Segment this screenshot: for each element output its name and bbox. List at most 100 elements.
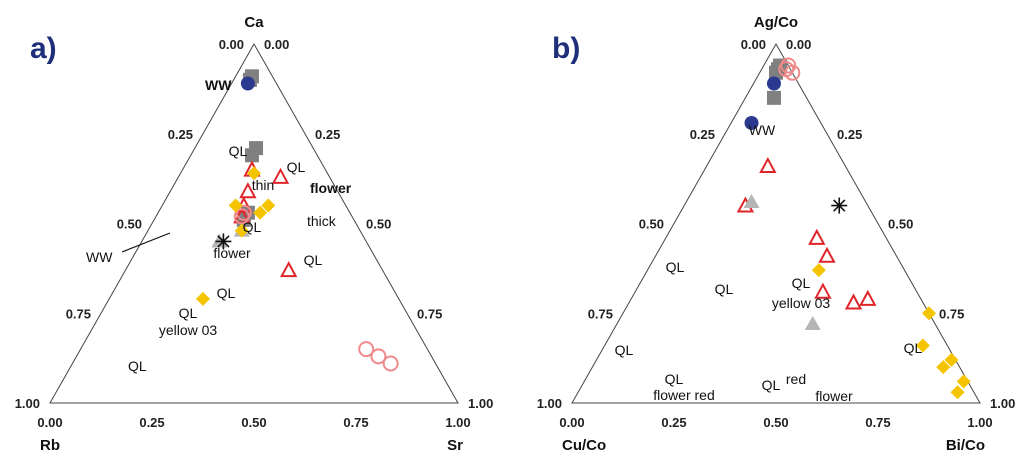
square-marker (244, 148, 259, 163)
tick-label-right: 1.00 (468, 396, 493, 411)
ww-leader-line (121, 232, 171, 253)
annotation-label: red (786, 371, 806, 387)
tick-label-right: 0.75 (417, 306, 442, 321)
tick-label-right: 0.25 (315, 127, 340, 142)
diamond-marker (247, 166, 261, 181)
tick-label-right: 0.50 (366, 217, 391, 232)
open-circle-marker (370, 348, 387, 365)
tick-label-left: 1.00 (15, 396, 40, 411)
diamond-marker (253, 205, 268, 220)
tick-label-bottom: 0.25 (661, 415, 686, 430)
vertex-label-top: Ca (244, 14, 264, 31)
tick-label-left: 0.25 (168, 127, 193, 142)
annotation-label: flower red (653, 387, 714, 403)
tick-label-left: 0.50 (639, 217, 664, 232)
vertex-label-top: Ag/Co (754, 14, 798, 31)
ternary-triangle-frame (571, 42, 981, 404)
tick-label-bottom: 0.00 (37, 415, 62, 430)
open-triangle-marker (280, 261, 298, 278)
diamond-marker (950, 385, 965, 400)
ternary-triangle-frame (49, 42, 459, 404)
annotation-label: QL (715, 281, 734, 297)
diamond-marker (956, 374, 971, 389)
tick-label-right: 0.00 (786, 37, 811, 52)
diamond-marker (811, 263, 826, 278)
tick-label-right: 0.50 (888, 217, 913, 232)
open-triangle-marker (808, 228, 826, 245)
asterisk-marker-stroke (217, 235, 230, 248)
circle-marker (240, 76, 255, 91)
vertex-label-left: Rb (40, 437, 60, 454)
annotation-label: QL (666, 259, 685, 275)
annotation-label: flower (213, 245, 251, 261)
tick-label-bottom: 1.00 (967, 415, 992, 430)
tick-label-bottom: 0.50 (763, 415, 788, 430)
tick-label-right: 0.25 (837, 127, 862, 142)
series-open-circle (233, 204, 399, 372)
panel-label: b) (552, 32, 580, 65)
diamond-marker (228, 198, 243, 213)
open-triangle-marker (859, 289, 877, 306)
asterisk-marker-stroke (833, 199, 846, 212)
series-filled-triangle (743, 193, 821, 331)
annotation-label: QL (615, 342, 634, 358)
annotation-label: QL (304, 252, 323, 268)
panel-label: a) (30, 32, 57, 65)
tick-label-bottom: 0.00 (559, 415, 584, 430)
series-asterisk (215, 233, 232, 250)
tick-label-right: 0.00 (264, 37, 289, 52)
series-open-circle (778, 57, 801, 81)
gray-triangle-marker (804, 316, 821, 331)
tick-label-right: 0.75 (939, 306, 964, 321)
annotation-label: thin (252, 177, 275, 193)
diamond-marker (922, 306, 936, 321)
annotation-label: QL (762, 377, 781, 393)
series-filled-circle (240, 76, 255, 91)
annotation-label: QL (792, 275, 811, 291)
gray-triangle-marker (743, 193, 760, 208)
square-marker (766, 90, 781, 105)
annotation-label: QL (665, 371, 684, 387)
tick-label-left: 0.50 (117, 217, 142, 232)
open-circle-marker (358, 341, 375, 358)
diamond-marker (234, 223, 249, 238)
tick-label-bottom: 0.75 (865, 415, 890, 430)
diamond-marker (944, 352, 959, 367)
tick-label-left: 1.00 (537, 396, 562, 411)
tick-label-bottom: 1.00 (445, 415, 470, 430)
diamond-marker (915, 338, 930, 353)
series-filled-diamond (811, 263, 971, 400)
series-asterisk (831, 197, 848, 214)
annotation-label: thick (307, 213, 337, 229)
ternary-panel-a: a) Ca Rb Sr 0.00 0.00 0.00 0.25 0.25 0.25 0.50 0.50… (15, 14, 494, 454)
open-triangle-marker (818, 246, 836, 263)
series-filled-circle (744, 76, 781, 130)
vertex-label-left: Cu/Co (562, 437, 606, 454)
tick-label-right: 1.00 (990, 396, 1015, 411)
annotation-label: WW (749, 122, 776, 138)
annotation-label: flower (310, 180, 352, 196)
tick-label-bottom: 0.25 (139, 415, 164, 430)
open-triangle-marker (759, 156, 777, 174)
open-triangle-marker (814, 282, 832, 299)
vertex-label-right: Sr (447, 437, 463, 454)
annotation-label: yellow 03 (772, 295, 831, 311)
tick-label-left: 0.25 (690, 127, 715, 142)
circle-marker (744, 115, 759, 130)
annotation-label: QL (128, 358, 147, 374)
open-circle-marker (382, 355, 399, 372)
annotation-label: WW (86, 249, 113, 265)
tick-label-left: 0.00 (741, 37, 766, 52)
annotation-label: QL (229, 143, 248, 159)
series-filled-diamond (196, 166, 276, 306)
annotation-label: WW (205, 77, 232, 93)
tick-label-left: 0.75 (588, 306, 613, 321)
annotation-label: QL (904, 340, 923, 356)
open-triangle-marker (844, 293, 863, 310)
tick-label-left: 0.75 (66, 306, 91, 321)
ternary-panel-b: b) Ag/Co Cu/Co Bi/Co 0.00 0.00 0.00 0.25 0.25 0.2… (537, 14, 1016, 454)
annotation-label: QL (179, 305, 198, 321)
annotation-label: yellow 03 (159, 322, 218, 338)
tick-label-bottom: 0.50 (241, 415, 266, 430)
